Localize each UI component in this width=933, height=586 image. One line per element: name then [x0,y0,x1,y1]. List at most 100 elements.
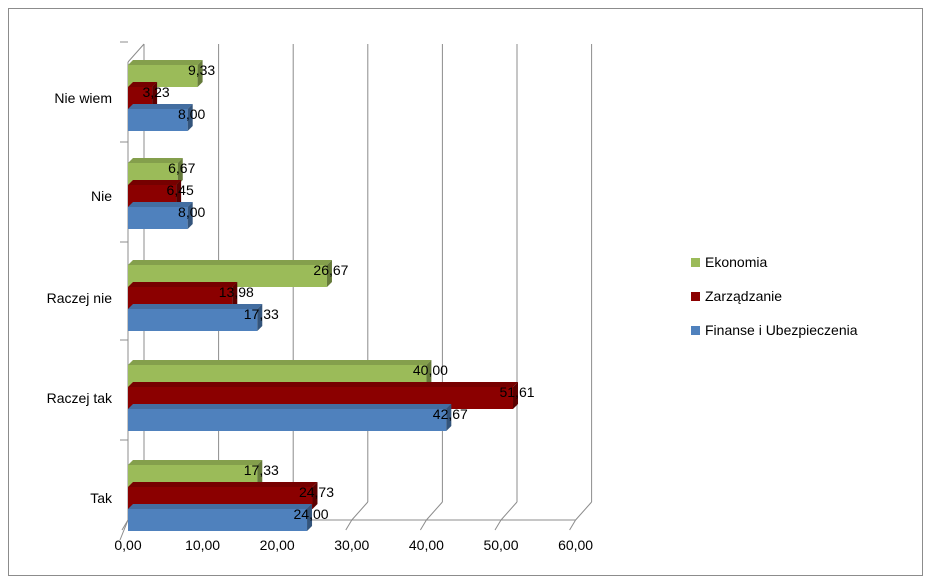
data-label: 40,00 [413,362,448,378]
bar-front-face [128,265,327,287]
bar-top-face [128,404,452,409]
bar [128,382,519,409]
data-label: 24,00 [294,506,329,522]
bar-end-face [187,104,193,131]
floor-line [426,501,443,521]
bar-end-face [446,404,452,431]
bar-front-face [128,163,178,185]
bar-end-face [232,282,238,309]
y-axis-top-line [127,43,145,63]
bar [128,158,183,185]
bar-end-face [257,304,263,331]
category-label: Raczej nie [47,290,113,306]
category-label: Raczej tak [47,390,113,406]
data-label: 24,73 [299,484,334,500]
bar-end-face [312,482,318,509]
legend-label: Ekonomia [705,254,767,270]
data-label: 6,67 [168,160,195,176]
data-label: 8,00 [178,106,205,122]
bar [128,482,318,509]
bar-end-face [426,360,432,387]
floor-line [351,501,369,521]
bar-front-face [128,65,198,87]
legend-label: Finanse i Ubezpieczenia [705,322,858,338]
bar [128,360,432,387]
data-label: 26,67 [313,262,348,278]
bar-front-face [128,365,427,387]
bar-top-face [128,460,263,465]
data-labels: 9,33 3,23 8,00 6,67 6,45 8,00 26,67 13,98 17,33 4… [142,62,534,522]
x-tick-label: 10,00 [185,537,220,553]
category-label: Tak [90,490,113,506]
bar-end-face [257,460,263,487]
category-label: Nie wiem [54,90,112,106]
data-label: 17,33 [244,306,279,322]
data-label: 13,98 [219,284,254,300]
bar-top-face [128,180,182,185]
bar-top-face [128,360,432,365]
bar-front-face [128,487,313,509]
x-tick-label: 20,00 [260,537,295,553]
x-tick-label: 0,00 [114,537,141,553]
bar-end-face [197,60,203,87]
data-label: 9,33 [188,62,215,78]
bar [128,304,263,331]
x-tick-label: 40,00 [409,537,444,553]
bar-end-face [307,504,313,531]
x-tick-label: 60,00 [558,537,593,553]
data-label: 17,33 [244,462,279,478]
bar-end-face [513,382,519,409]
bar-front-face [128,387,514,409]
bars [128,60,519,531]
x-tick-label: 30,00 [334,537,369,553]
bar-front-face [128,309,258,331]
bar [128,260,332,287]
bar-top-face [128,382,519,387]
bar-top-face [128,282,238,287]
floor-line [500,501,518,521]
bar-top-face [128,504,313,509]
floor-line [575,501,592,521]
bar-top-face [128,60,203,65]
x-tick [121,519,129,531]
bar [128,180,182,207]
bar-front-face [128,207,188,229]
legend-label: Zarządzanie [705,288,782,304]
bar-front-face [128,109,188,131]
x-tick [569,519,577,531]
legend-swatch [691,326,700,335]
bar-front-face [128,87,153,109]
bar-front-face [128,287,233,309]
bar-top-face [128,104,193,109]
y-tick [119,519,129,541]
bar [128,104,193,131]
data-label: 42,67 [433,406,468,422]
bar-end-face [187,202,193,229]
data-label: 6,45 [166,182,193,198]
bar-end-face [176,180,182,207]
bar-top-face [128,304,263,309]
bar [128,282,238,309]
x-tick [419,519,427,531]
bar-top-face [128,158,183,163]
bar [128,60,203,87]
bar [128,404,452,431]
data-label: 8,00 [178,204,205,220]
bar-front-face [128,509,308,531]
bar-end-face [326,260,332,287]
category-label: Nie [91,188,112,204]
x-tick-labels: 0,00 10,00 20,00 30,00 40,00 50,00 60,00 [114,537,593,553]
legend-swatch [691,292,700,301]
legend: Ekonomia Zarządzanie Finanse i Ubezpieczen… [691,254,858,338]
legend-swatch [691,258,700,267]
x-tick-label: 50,00 [483,537,518,553]
bar-front-face [128,185,177,207]
bar-top-face [128,202,193,207]
bar-front-face [128,465,258,487]
bar [128,460,263,487]
bar-end-face [177,158,183,185]
bar-top-face [128,82,158,87]
bar-top-face [128,482,318,487]
data-label: 3,23 [142,84,169,100]
